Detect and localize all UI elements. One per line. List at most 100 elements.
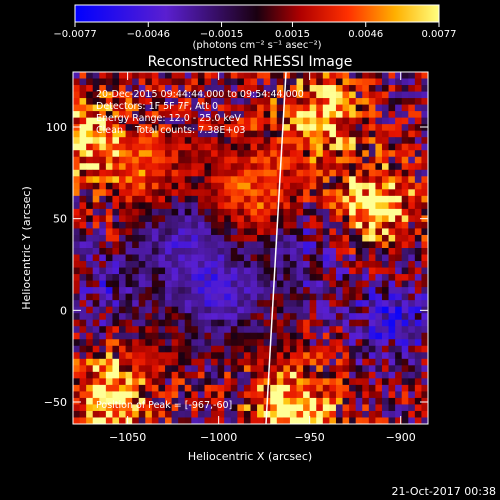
heatmap-cell: [355, 248, 363, 255]
heatmap-cell: [263, 221, 271, 229]
heatmap-cell: [73, 332, 80, 340]
heatmap-cell: [243, 215, 251, 223]
heatmap-cell: [296, 111, 304, 119]
heatmap-cell: [92, 228, 100, 236]
heatmap-cell: [289, 352, 297, 360]
heatmap-cell: [276, 306, 284, 314]
annotation-detectors: Detectors: 1F 5F 7F, Att 0: [96, 101, 218, 112]
heatmap-cell: [112, 326, 120, 334]
heatmap-cell: [257, 306, 265, 314]
heatmap-cell: [171, 215, 179, 223]
heatmap-cell: [132, 339, 140, 347]
heatmap-cell: [263, 208, 271, 216]
heatmap-cell: [289, 208, 297, 216]
heatmap-cell: [414, 98, 422, 105]
heatmap-cell: [99, 339, 107, 347]
heatmap-cell: [151, 156, 159, 164]
heatmap-cell: [132, 169, 140, 177]
heatmap-cell: [257, 404, 265, 412]
heatmap-cell: [270, 130, 278, 138]
heatmap-cell: [296, 104, 304, 112]
heatmap-cell: [224, 300, 232, 308]
heatmap-cell: [270, 150, 278, 158]
heatmap-cell: [119, 378, 126, 386]
colorbar-tick-label: 0.0046: [348, 29, 383, 40]
heatmap-cell: [73, 280, 80, 288]
heatmap-cell: [224, 410, 232, 418]
heatmap-cell: [184, 78, 192, 86]
heatmap-cell: [421, 417, 428, 424]
heatmap-cell: [86, 339, 94, 347]
heatmap-cell: [276, 234, 284, 242]
heatmap-cell: [322, 280, 330, 288]
heatmap-cell: [158, 313, 166, 321]
heatmap-cell: [132, 228, 140, 236]
heatmap-cell: [362, 384, 370, 392]
heatmap-cell: [151, 306, 159, 314]
heatmap-cell: [105, 182, 113, 190]
heatmap-cell: [375, 98, 383, 105]
heatmap-cell: [119, 143, 126, 151]
heatmap-cell: [342, 91, 350, 99]
heatmap-cell: [270, 221, 278, 229]
heatmap-cell: [237, 326, 245, 334]
heatmap-cell: [355, 78, 363, 86]
heatmap-cell: [184, 300, 192, 308]
heatmap-cell: [414, 332, 422, 340]
heatmap-cell: [309, 274, 317, 281]
heatmap-cell: [395, 267, 403, 275]
heatmap-cell: [112, 137, 120, 145]
heatmap-cell: [165, 293, 173, 301]
heatmap-cell: [289, 248, 297, 255]
heatmap-cell: [230, 182, 238, 190]
heatmap-cell: [355, 163, 363, 171]
heatmap-cell: [197, 85, 205, 92]
heatmap-cell: [112, 404, 120, 412]
heatmap-cell: [289, 85, 297, 92]
heatmap-cell: [224, 221, 232, 229]
heatmap-cell: [158, 306, 166, 314]
heatmap-cell: [355, 319, 363, 327]
heatmap-cell: [86, 156, 94, 164]
heatmap-cell: [184, 130, 192, 138]
heatmap-cell: [86, 117, 94, 125]
heatmap-cell: [362, 176, 370, 184]
heatmap-cell: [230, 111, 238, 119]
heatmap-cell: [79, 98, 87, 105]
heatmap-cell: [184, 254, 192, 262]
heatmap-cell: [158, 78, 166, 86]
heatmap-cell: [132, 104, 140, 112]
heatmap-cell: [289, 300, 297, 308]
heatmap-cell: [112, 332, 120, 340]
heatmap-cell: [165, 391, 173, 399]
heatmap-cell: [138, 306, 146, 314]
heatmap-cell: [105, 410, 113, 418]
heatmap-cell: [158, 280, 166, 288]
heatmap-cell: [421, 176, 428, 184]
heatmap-cell: [316, 85, 324, 92]
heatmap-cell: [362, 378, 370, 386]
heatmap-cell: [388, 189, 396, 197]
heatmap-cell: [316, 248, 324, 255]
heatmap-cell: [224, 254, 232, 262]
heatmap-cell: [322, 384, 330, 392]
heatmap-cell: [368, 150, 376, 158]
heatmap-cell: [276, 287, 284, 295]
heatmap-cell: [276, 221, 284, 229]
heatmap-cell: [388, 195, 396, 203]
heatmap-cell: [276, 248, 284, 255]
heatmap-cell: [224, 228, 232, 236]
heatmap-cell: [303, 221, 311, 229]
heatmap-cell: [263, 117, 271, 125]
heatmap-cell: [125, 410, 133, 418]
heatmap-cell: [349, 404, 357, 412]
heatmap-cell: [303, 215, 311, 223]
heatmap-cell: [243, 98, 251, 105]
heatmap-cell: [355, 267, 363, 275]
heatmap-cell: [349, 91, 357, 99]
heatmap-cell: [414, 91, 422, 99]
heatmap-cell: [414, 169, 422, 177]
heatmap-cell: [276, 417, 284, 424]
heatmap-cell: [92, 104, 100, 112]
heatmap-cell: [349, 98, 357, 105]
